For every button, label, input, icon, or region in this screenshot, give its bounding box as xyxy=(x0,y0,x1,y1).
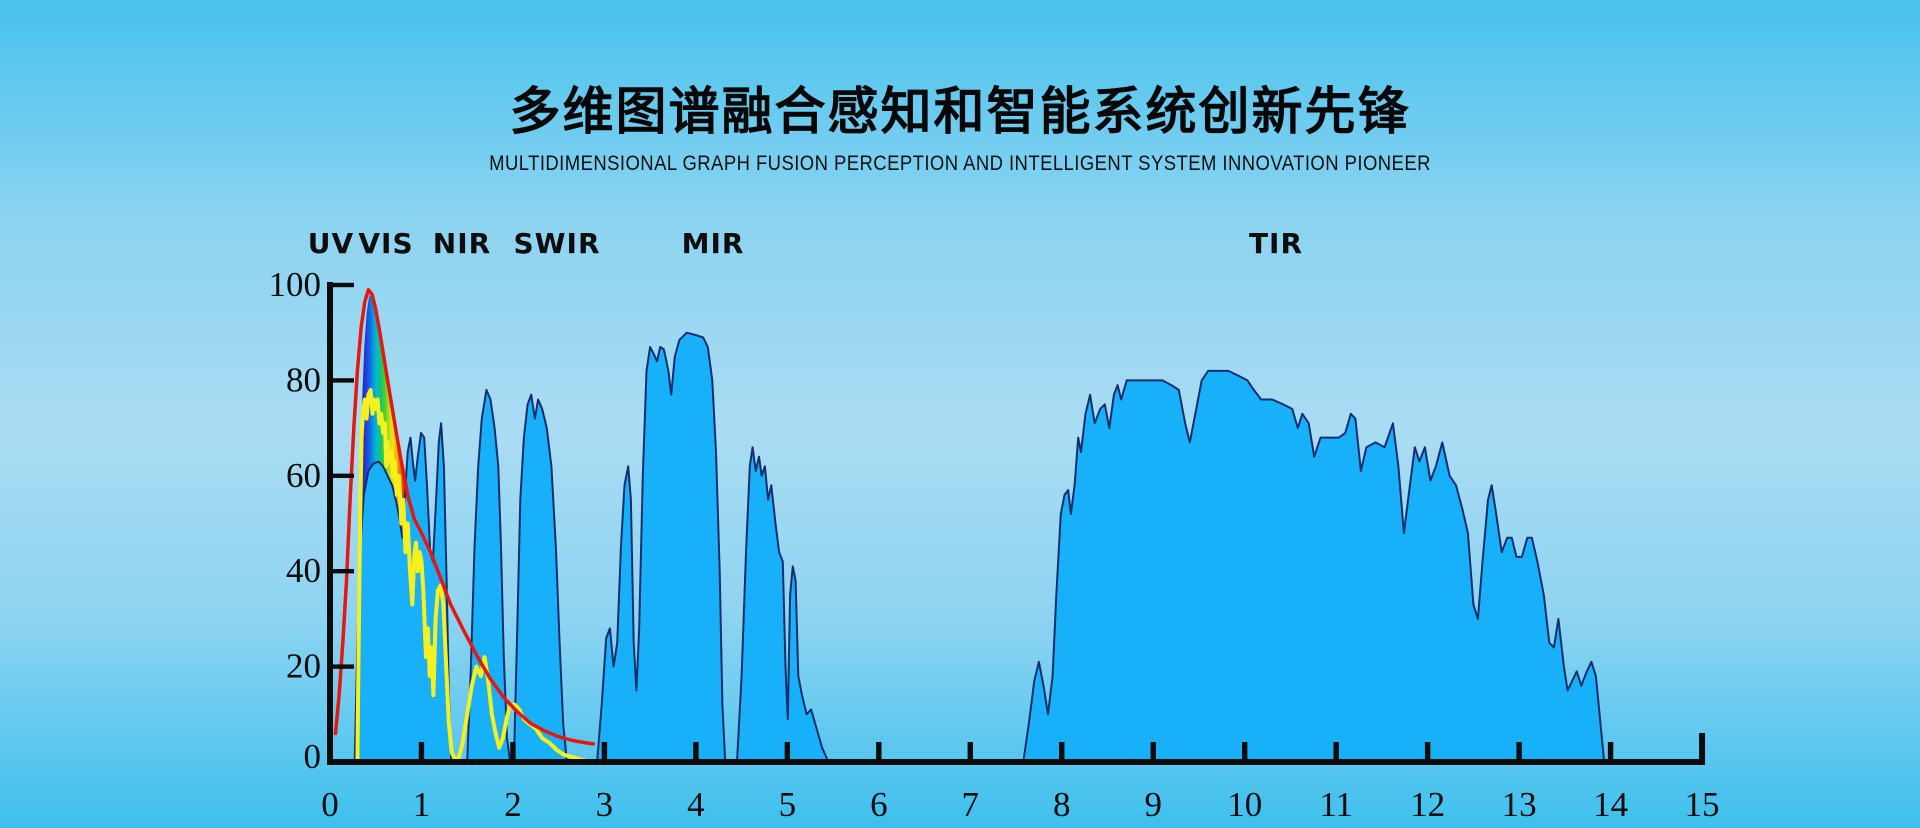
transmission-area xyxy=(353,331,1606,763)
x-tick-label: 1 xyxy=(413,785,431,824)
y-tick-label: 100 xyxy=(269,265,322,304)
y-tick xyxy=(332,378,354,383)
x-tick xyxy=(601,742,608,762)
x-tick xyxy=(1424,742,1431,762)
axes xyxy=(327,282,1706,765)
y-tick-label: 20 xyxy=(286,647,321,686)
x-tick xyxy=(1059,742,1065,762)
page-subtitle: MULTIDIMENSIONAL GRAPH FUSION PERCEPTION… xyxy=(489,152,1431,175)
band-label-uv: UV xyxy=(307,227,355,260)
x-tick xyxy=(1333,742,1339,762)
x-tick-label: 10 xyxy=(1227,785,1262,824)
band-label-nir: NIR xyxy=(432,227,492,260)
x-tick-label: 11 xyxy=(1319,785,1353,824)
solar-envelope-curve xyxy=(333,288,596,746)
x-tick-label: 9 xyxy=(1144,785,1162,824)
x-tick-label: 4 xyxy=(687,785,705,824)
ground-solar-curve xyxy=(355,387,593,764)
x-tick xyxy=(876,742,882,762)
x-axis xyxy=(327,759,1706,765)
x-tick-label: 6 xyxy=(870,785,888,824)
x-tick xyxy=(1150,742,1156,762)
x-tick xyxy=(1607,742,1614,762)
x-tick-label: 7 xyxy=(962,785,980,824)
x-tick xyxy=(784,742,791,762)
x-tick-label: 15 xyxy=(1685,785,1720,824)
x-axis-endcap xyxy=(1699,733,1706,762)
x-tick xyxy=(1242,742,1248,762)
y-tick-label: 80 xyxy=(286,360,321,399)
x-tick-label: 5 xyxy=(779,785,797,824)
x-tick-label: 2 xyxy=(504,785,522,824)
x-tick-label: 3 xyxy=(596,785,614,824)
y-tick-label: 0 xyxy=(304,737,322,776)
band-label-tir: TIR xyxy=(1248,227,1304,260)
band-label-mir: MIR xyxy=(681,227,745,260)
y-axis xyxy=(327,282,333,764)
x-tick-label: 0 xyxy=(321,785,339,824)
x-tick xyxy=(1516,742,1522,762)
x-tick xyxy=(693,742,699,762)
y-tick xyxy=(332,664,354,669)
x-tick xyxy=(510,742,516,762)
x-tick xyxy=(418,742,425,762)
x-tick-label: 13 xyxy=(1502,785,1537,824)
y-tick xyxy=(332,282,354,288)
y-tick xyxy=(332,569,354,574)
band-label-vis: VIS xyxy=(358,227,414,260)
y-tick-label: 40 xyxy=(286,551,321,590)
page-title: 多维图谱融合感知和智能系统创新先锋 xyxy=(509,83,1411,140)
y-tick xyxy=(332,473,354,478)
x-tick xyxy=(967,742,973,762)
x-tick-label: 12 xyxy=(1410,785,1445,824)
y-tick-label: 60 xyxy=(286,456,321,495)
band-label-swir: SWIR xyxy=(513,227,601,260)
x-tick-label: 8 xyxy=(1053,785,1071,824)
x-tick-label: 14 xyxy=(1593,785,1628,824)
